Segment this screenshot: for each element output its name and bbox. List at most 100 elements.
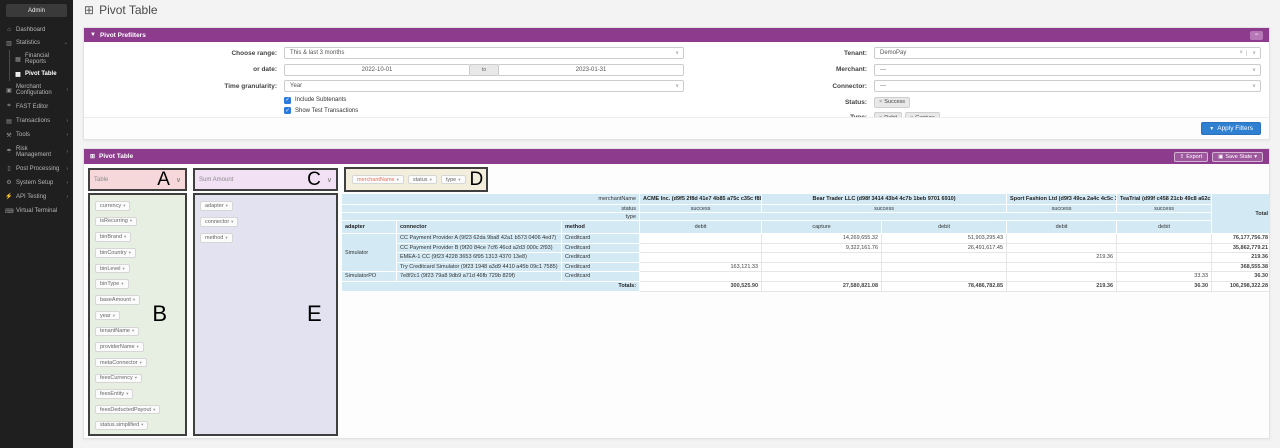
row-field-pill-connector[interactable]: connector ▾ — [200, 217, 239, 227]
pill-label: method — [205, 234, 224, 241]
field-pill-isrecurring[interactable]: isRecurring ▾ — [95, 216, 138, 227]
sidebar-item-post-processing[interactable]: ▯ Post Processing › — [0, 162, 73, 176]
field-pill-metaconnector[interactable]: metaConnector ▾ — [95, 357, 147, 368]
sidebar-item-dashboard[interactable]: ⌂ Dashboard — [0, 23, 73, 36]
status-label: Status: — [844, 98, 867, 106]
risk-icon: ☂ — [6, 149, 12, 156]
chevron-right-icon: › — [66, 118, 68, 125]
merchant-select[interactable]: --- ∨ — [874, 63, 1261, 76]
connector-cell: CC Payment Provider A (9f23 62da 9ba8 42… — [396, 233, 562, 244]
caret-down-icon: ▾ — [134, 375, 137, 381]
adapter-cell: Simulator — [341, 233, 397, 272]
save-state-button[interactable]: ▣ Save State ▾ — [1212, 151, 1263, 162]
prefilters-footer: ▼ Apply Filters — [84, 117, 1269, 139]
pill-label: year — [100, 312, 111, 319]
show-test-transactions-checkbox[interactable]: ✓ — [284, 107, 291, 115]
col-field-pill-status[interactable]: status ▾ — [407, 174, 437, 185]
field-pill-binlevel[interactable]: binLevel ▾ — [95, 263, 130, 274]
status-tag-success[interactable]: × Success — [874, 96, 911, 108]
type-header: debit — [1006, 220, 1118, 234]
field-pill-binbrand[interactable]: binBrand ▾ — [95, 232, 132, 242]
sidebar-item-merchant-configuration[interactable]: ▣ Merchant Configuration › — [0, 81, 73, 100]
gear-icon: ⚙ — [6, 180, 12, 187]
sidebar-item-label: Dashboard — [16, 26, 46, 33]
sidebar-item-virtual-terminal[interactable]: ⌨ Virtual Terminal — [0, 204, 73, 218]
connector-select[interactable]: --- ∨ — [874, 80, 1261, 92]
sidebar-item-system-setup[interactable]: ⚙ System Setup › — [0, 176, 73, 190]
pill-label: feesDeductedPayout — [100, 406, 152, 413]
field-pill-status-simplified[interactable]: status.simplified ▾ — [95, 420, 149, 431]
annotation-region-c-aggregator-select[interactable]: Sum Amount C ∨ — [193, 168, 338, 191]
export-icon: ⇪ — [1179, 153, 1185, 160]
field-pill-feescurrency[interactable]: feesCurrency ▾ — [95, 373, 142, 384]
value-cell: 26,491,617.45 — [881, 242, 1008, 253]
caret-down-icon: ∨ — [675, 50, 679, 56]
sidebar-item-api-testing[interactable]: ⚡ API Testing › — [0, 190, 73, 204]
caret-down-icon: ▾ — [129, 218, 133, 224]
field-pill-tenantname[interactable]: tenantName ▾ — [95, 326, 140, 336]
apply-filters-button[interactable]: ▼ Apply Filters — [1201, 122, 1261, 135]
field-pill-bincountry[interactable]: binCountry ▾ — [95, 248, 136, 258]
connector-cell: EMEA-1 CC (9f23 4228 3653 6f95 1313 4370… — [396, 252, 562, 263]
field-pill-feesdeductedpayout[interactable]: feesDeductedPayout ▾ — [95, 404, 161, 415]
column-total-cell: 27,580,821.08 — [761, 280, 883, 292]
row-total-cell: 36.30 — [1211, 271, 1269, 282]
apply-filters-label: Apply Filters — [1217, 125, 1253, 132]
column-total-cell: 300,525.90 — [639, 280, 763, 292]
field-pill-providername[interactable]: providerName ▾ — [95, 342, 144, 352]
sidebar-item-risk-management[interactable]: ☂ Risk Management › — [0, 142, 73, 161]
row-field-pill-adapter[interactable]: adapter ▾ — [200, 201, 233, 211]
time-granularity-select[interactable]: Year ∨ — [284, 80, 684, 92]
status-tag-field[interactable]: × Success — [874, 96, 1261, 108]
caret-down-icon: ▾ — [141, 422, 144, 428]
tools-icon: ⚒ — [6, 132, 12, 139]
export-button[interactable]: ⇪ Export — [1173, 151, 1209, 162]
sidebar-item-financial-reports[interactable]: ▦ Financial Reports — [10, 50, 73, 68]
table-row: Try Creditcard Simulator (9f23 1948 a3d9… — [342, 261, 1269, 272]
pill-label: tenantName — [100, 328, 130, 335]
col-field-pill-merchantname[interactable]: merchantName ▾ — [352, 174, 404, 185]
merchant-label: Merchant: — [835, 66, 867, 73]
include-subtenants-checkbox[interactable]: ✓ — [284, 96, 291, 104]
pill-label: status.simplified — [100, 422, 140, 429]
clear-icon[interactable]: × — [1239, 50, 1247, 56]
sidebar-item-pivot-table[interactable]: ▦ Pivot Table — [10, 68, 73, 81]
sidebar-item-fast-editor[interactable]: ⌗ FAST Editor — [0, 100, 73, 114]
sidebar-item-tools[interactable]: ⚒ Tools › — [0, 128, 73, 142]
sidebar-statistics-submenu: ▦ Financial Reports ▦ Pivot Table — [9, 50, 73, 81]
caret-down-icon: ∨ — [1252, 83, 1256, 89]
remove-tag-icon[interactable]: × — [879, 99, 883, 105]
sidebar-item-transactions[interactable]: ▤ Transactions › — [0, 114, 73, 128]
totals-row: Totals: 300,525.90 27,580,821.08 78,486,… — [340, 280, 1269, 292]
row-total-cell: 76,177,756.78 — [1211, 233, 1269, 244]
column-total-cell: 78,486,782.85 — [881, 280, 1008, 292]
sidebar-item-label: Statistics — [16, 40, 41, 47]
status-header: success — [639, 204, 763, 213]
chevron-right-icon: › — [66, 193, 68, 200]
field-pill-bintype[interactable]: binType ▾ — [95, 279, 129, 289]
collapse-panel-button[interactable]: − — [1250, 30, 1263, 40]
row-field-pill-method[interactable]: method ▾ — [200, 233, 233, 243]
caret-down-icon: ▾ — [131, 328, 135, 334]
admin-button[interactable]: Admin — [6, 4, 67, 17]
time-granularity-value: Year — [290, 83, 303, 89]
date-to-input[interactable]: 2023-01-31 — [498, 63, 684, 76]
caret-down-icon: ▾ — [153, 406, 156, 412]
field-pill-feesentity[interactable]: feesEntity ▾ — [95, 389, 134, 399]
col-field-pill-type[interactable]: type ▾ — [440, 174, 466, 185]
choose-range-value: This & last 3 months — [290, 50, 345, 56]
sidebar-item-statistics[interactable]: ▥ Statistics ⌄ — [0, 36, 73, 50]
tenant-select[interactable]: DemoPay × ∨ — [874, 47, 1261, 59]
date-from-input[interactable]: 2022-10-01 — [284, 63, 470, 76]
pivot-table-panel: ⊞ Pivot Table ⇪ Export ▣ Save State ▾ Ta… — [83, 148, 1270, 439]
value-cell — [639, 233, 763, 244]
page-header: ⊞ Pivot Table — [84, 3, 158, 17]
choose-range-select[interactable]: This & last 3 months ∨ — [284, 47, 684, 59]
prefilters-title: Pivot Prefilters — [99, 31, 146, 39]
field-pill-baseamount[interactable]: baseAmount ▾ — [95, 295, 141, 305]
field-pill-year[interactable]: year ▾ — [95, 310, 120, 321]
annotation-region-a-table-select[interactable]: Table A ∨ — [88, 168, 187, 191]
value-cell — [1116, 233, 1213, 244]
show-test-transactions-label: Show Test Transactions — [295, 107, 359, 114]
field-pill-currency[interactable]: currency ▾ — [95, 201, 131, 211]
